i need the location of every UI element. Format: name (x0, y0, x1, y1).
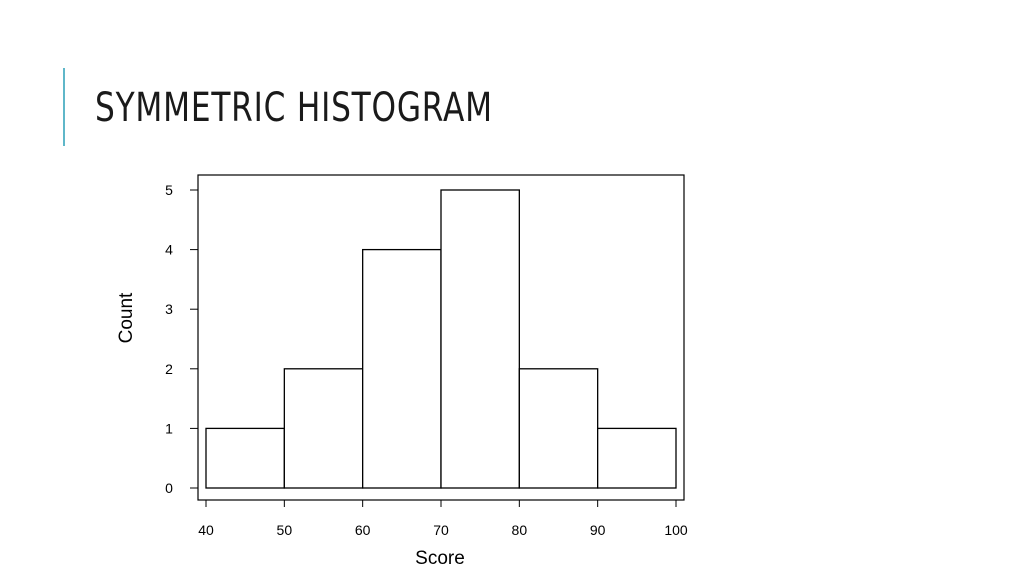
y-axis: 0 1 2 3 4 5 (165, 182, 198, 496)
slide-title: SYMMETRIC HISTOGRAM (95, 85, 493, 131)
x-tick-label: 90 (590, 522, 606, 538)
y-axis-label: Count (116, 292, 137, 343)
y-tick-label: 2 (165, 361, 173, 377)
histogram-bar-80-90 (518, 368, 599, 489)
y-tick-label: 5 (165, 182, 173, 198)
x-tick-label: 70 (433, 522, 449, 538)
x-tick-label: 50 (277, 522, 293, 538)
x-tick-label: 40 (198, 522, 214, 538)
y-tick-label: 0 (165, 480, 173, 496)
x-tick-label: 80 (512, 522, 528, 538)
title-accent-bar (63, 68, 65, 146)
histogram-bar-70-80 (440, 189, 520, 489)
histogram-bar-50-60 (283, 368, 364, 489)
x-axis: 40 50 60 70 80 90 100 (198, 500, 688, 538)
y-tick-label: 3 (165, 301, 173, 317)
y-tick-label: 4 (165, 242, 173, 258)
histogram-bar-60-70 (362, 248, 442, 489)
bars-group (205, 189, 677, 489)
x-tick-label: 100 (664, 522, 688, 538)
histogram-bar-90-100 (597, 427, 677, 489)
x-axis-label: Score (415, 548, 465, 569)
x-tick-label: 60 (355, 522, 371, 538)
y-tick-label: 1 (165, 420, 173, 436)
histogram-bar-40-50 (205, 427, 285, 489)
